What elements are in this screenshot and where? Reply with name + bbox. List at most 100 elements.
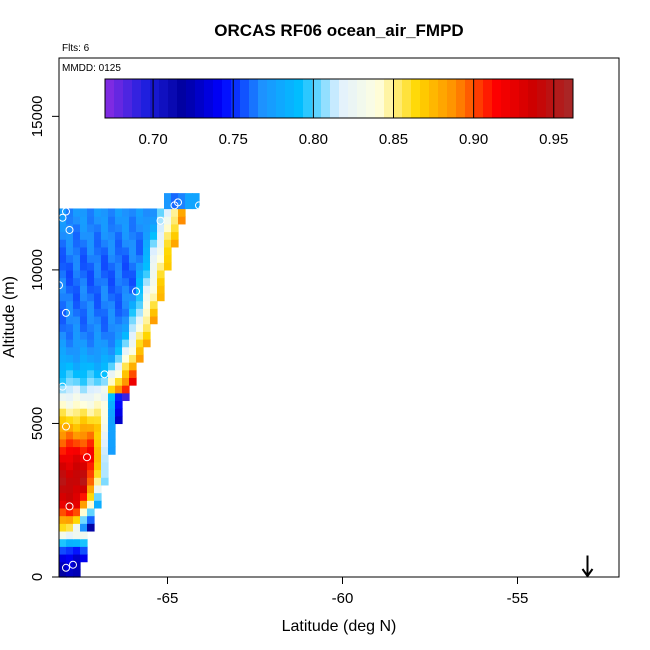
colorbar-segment [249,79,259,118]
heatmap-cell [94,446,102,455]
heatmap-cell [66,492,74,501]
heatmap-cell [59,530,67,540]
heatmap-cell [115,254,123,263]
heatmap-cell [136,239,144,248]
heatmap-cell [150,216,158,225]
heatmap-cell [94,431,102,440]
colorbar-segment [105,79,115,118]
colorbar-tick-label: 0.80 [299,131,328,148]
x-axis-tick-label: -55 [507,590,529,607]
observation-point [62,207,70,216]
heatmap-cell [73,523,81,532]
heatmap-cell [73,346,81,355]
heatmap-cell [129,239,137,248]
heatmap-cell [73,254,81,263]
heatmap-cell [73,392,81,402]
heatmap-cell [101,461,109,471]
heatmap-cell [59,285,67,294]
heatmap-cell [80,231,88,240]
colorbar: 0.70 0.75 0.80 0.85 0.90 0.95 [104,78,574,148]
heatmap-cell [108,392,116,402]
heatmap-cell [66,469,74,478]
heatmap-cell [59,477,67,486]
heatmap-cell [150,239,158,248]
colorbar-segment [564,79,574,118]
heatmap-cell [101,408,109,417]
heatmap-cell [66,338,74,348]
heatmap-cell [73,269,81,279]
heatmap-cell [66,415,74,425]
heatmap-cell [171,200,179,210]
heatmap-cell [66,239,74,248]
heatmap-cell [108,208,116,217]
heatmap-cell [115,338,123,348]
colorbar-segment [357,79,367,118]
colorbar-segment [231,79,241,118]
heatmap-cell [101,369,109,378]
heatmap-cell [66,315,74,325]
heatmap-cell [108,246,116,256]
heatmap-cell [73,385,81,394]
heatmap-cell [66,408,74,417]
colorbar-segment [123,79,133,118]
heatmap-cell [164,200,172,210]
heatmap-cell [101,308,109,317]
heatmap-cell [59,269,67,279]
heatmap-cell [87,354,95,363]
heatmap-cell [157,231,165,240]
heatmap-cell [59,515,67,524]
heatmap-cell [94,423,102,432]
heatmap-cell [80,292,88,302]
heatmap-cell [94,454,102,463]
heatmap-cell [115,415,123,425]
heatmap-cell [73,223,81,233]
colorbar-segment [294,79,304,118]
colorbar-segment [393,79,403,118]
heatmap-cell [80,484,88,494]
heatmap-cell [94,208,102,217]
heatmap-cell [101,262,109,271]
heatmap-cell [66,285,74,294]
heatmap-cell [87,300,95,309]
heatmap-cell [66,354,74,363]
heatmap-cell [143,338,151,348]
heatmap-cell [101,223,109,233]
heatmap-cell [73,308,81,317]
heatmap-cell [143,315,151,325]
heatmap-cell [101,285,109,294]
colorbar-segment [141,79,151,118]
observation-point [62,422,70,431]
heatmap-cell [108,400,116,409]
heatmap-cell [178,216,186,225]
heatmap-cell [115,239,123,248]
heatmap-cell [115,362,123,371]
heatmap-cell [80,377,88,386]
heatmap-cell [122,354,130,363]
heatmap-cell [94,231,102,240]
heatmap-cell [157,246,165,256]
heatmap-cell [101,469,109,478]
heatmap-cell [101,438,109,448]
heatmap-cell [115,377,123,386]
colorbar-tick-label: 0.95 [539,131,568,148]
heatmap-cell [80,239,88,248]
heatmap-cell [108,292,116,302]
heatmap-cell [73,553,81,563]
heatmap-cell [94,338,102,348]
y-axis: 0 5000 10000 15000 [29,95,59,581]
colorbar-segment [474,79,484,118]
heatmap-cell [115,323,123,332]
y-axis-tick-label: 10000 [29,249,46,291]
heatmap-cell [59,354,67,363]
heatmap-cell [94,346,102,355]
heatmap-cell [73,354,81,363]
heatmap-cell [87,254,95,263]
heatmap-cell [94,438,102,448]
heatmap-cell [80,331,88,340]
colorbar-segment [348,79,358,118]
heatmap-cell [115,354,123,363]
heatmap-cell [164,216,172,225]
heatmap-cell [101,385,109,394]
heatmap-cell [59,461,67,471]
heatmap-cell [87,285,95,294]
